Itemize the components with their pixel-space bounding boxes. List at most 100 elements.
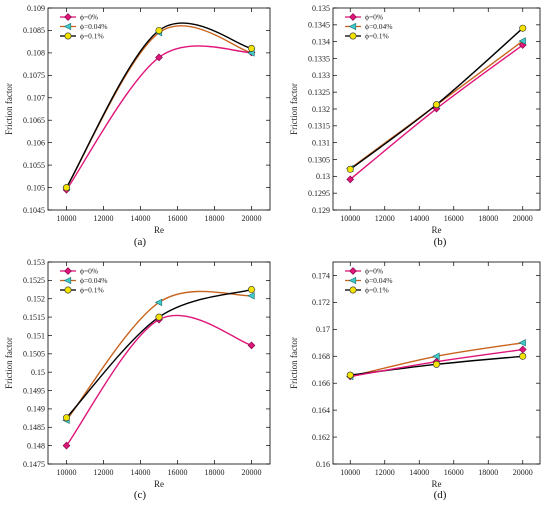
data-point-series-3 (346, 371, 354, 379)
y-tick-label: 0.105 (27, 183, 45, 192)
legend-marker (64, 32, 72, 40)
legend-marker (63, 22, 72, 31)
y-tick-label: 0.1485 (23, 423, 45, 432)
y-axis-label: Friction factor (4, 83, 14, 135)
y-tick-label: 0.1495 (23, 386, 45, 395)
data-point-series-3 (432, 360, 440, 368)
y-tick-label: 0.135 (312, 4, 330, 13)
y-tick-label: 0.162 (312, 433, 330, 442)
data-point-series-2 (247, 292, 255, 300)
x-tick-label: 14000 (131, 468, 151, 477)
chart-panel-2: 10000 12000 14000 16000 18000 20000 0.129 0.129… (289, 4, 541, 248)
y-tick-label: 0.172 (312, 298, 330, 307)
data-point-series-3 (62, 414, 70, 422)
y-tick-label: 0.107 (27, 94, 45, 103)
x-tick-label: 18000 (205, 468, 225, 477)
x-tick-label: 10000 (340, 468, 360, 477)
series-line-1 (65, 45, 252, 191)
chart-panel-1: 10000 12000 14000 16000 18000 20000 0.1045 0.10… (4, 4, 271, 248)
legend-marker (349, 286, 357, 294)
series-line-3 (65, 288, 252, 419)
y-tick-label: 0.129 (312, 206, 330, 215)
legend-entry: ϕ=0% (80, 267, 98, 276)
panel-label: (b) (434, 236, 447, 248)
y-tick-label: 0.1345 (308, 21, 330, 30)
legend-entry: ϕ=0.1% (80, 32, 104, 41)
x-tick-label: 12000 (94, 468, 114, 477)
y-tick-label: 0.109 (27, 4, 45, 13)
y-tick-label: 0.1525 (23, 276, 45, 285)
y-tick-label: 0.131 (312, 138, 330, 147)
x-tick-label: 16000 (168, 468, 188, 477)
data-point-series-3 (155, 26, 163, 34)
data-point-series-2 (432, 352, 440, 360)
x-tick-label: 12000 (375, 214, 395, 223)
legend: ϕ=0%ϕ=0.04%ϕ=0.1% (345, 13, 393, 41)
y-tick-label: 0.16 (316, 460, 330, 469)
plot-frame (47, 261, 271, 465)
legend-entry: ϕ=0.04% (365, 22, 393, 31)
y-tick-label: 0.1505 (23, 350, 45, 359)
panel-label: (d) (434, 489, 447, 501)
y-tick-label: 0.1315 (308, 122, 330, 131)
data-point-series-1 (518, 345, 527, 354)
legend-entry: ϕ=0% (365, 13, 383, 22)
x-axis-label: Re (432, 479, 442, 489)
chart-panel-3: 10000 12000 14000 16000 18000 20000 0.1475 0.14… (4, 258, 271, 501)
y-tick-label: 0.174 (312, 271, 330, 280)
data-point-series-1 (62, 441, 71, 450)
legend-marker (348, 276, 357, 285)
legend-marker (349, 13, 357, 21)
x-axis-label: Re (432, 225, 442, 235)
legend-entry: ϕ=0.04% (80, 276, 108, 285)
y-tick-label: 0.1085 (23, 26, 45, 35)
y-tick-label: 0.1055 (23, 161, 45, 170)
y-axis-label: Friction factor (4, 337, 14, 389)
y-tick-label: 0.1065 (23, 116, 45, 125)
legend-marker (348, 22, 357, 31)
y-tick-label: 0.132 (312, 105, 330, 114)
x-tick-label: 20000 (513, 468, 533, 477)
x-tick-label: 12000 (375, 468, 395, 477)
y-tick-label: 0.1515 (23, 313, 45, 322)
x-tick-label: 18000 (478, 214, 498, 223)
y-tick-label: 0.148 (27, 441, 45, 450)
legend-entry: ϕ=0.04% (365, 276, 393, 285)
data-point-series-1 (346, 175, 355, 184)
y-tick-label: 0.166 (312, 379, 330, 388)
y-tick-label: 0.1335 (308, 54, 330, 63)
x-tick-label: 10000 (340, 214, 360, 223)
y-tick-label: 0.1075 (23, 71, 45, 80)
legend-marker (64, 267, 72, 275)
y-tick-label: 0.1295 (308, 189, 330, 198)
y-tick-label: 0.134 (312, 37, 330, 46)
y-tick-label: 0.1325 (308, 88, 330, 97)
data-point-series-3 (346, 165, 354, 173)
data-point-series-1 (155, 53, 163, 62)
y-axis-label: Friction factor (289, 83, 299, 135)
x-tick-label: 18000 (478, 468, 498, 477)
data-point-series-3 (432, 101, 440, 109)
x-tick-label: 20000 (513, 214, 533, 223)
legend-marker (349, 267, 357, 275)
series-line-2 (65, 25, 252, 188)
y-tick-label: 0.17 (316, 325, 330, 334)
legend-entry: ϕ=0.1% (80, 286, 104, 295)
x-axis-label: Re (154, 479, 164, 489)
y-axis-label: Friction factor (289, 337, 299, 389)
data-point-series-3 (248, 286, 256, 294)
legend: ϕ=0%ϕ=0.04%ϕ=0.1% (60, 13, 108, 41)
x-tick-label: 14000 (409, 468, 429, 477)
legend-entry: ϕ=0% (80, 13, 98, 22)
legend-marker (63, 276, 72, 285)
data-point-series-1 (247, 341, 256, 350)
x-tick-label: 20000 (242, 468, 262, 477)
x-tick-label: 14000 (409, 214, 429, 223)
y-tick-label: 0.108 (27, 49, 45, 58)
plot-frame (332, 261, 541, 465)
y-tick-label: 0.149 (27, 405, 45, 414)
y-tick-label: 0.15 (31, 368, 45, 377)
y-tick-label: 0.1045 (23, 206, 45, 215)
data-point-series-3 (248, 44, 256, 52)
